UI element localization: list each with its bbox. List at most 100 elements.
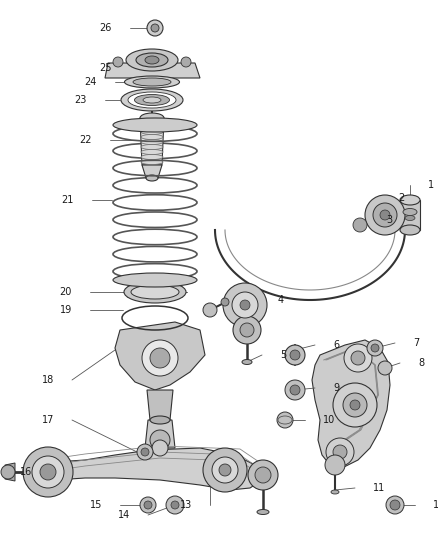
Polygon shape [400, 200, 420, 230]
Ellipse shape [126, 49, 178, 71]
Text: 1: 1 [428, 180, 434, 190]
Text: 26: 26 [99, 23, 112, 33]
Circle shape [203, 303, 217, 317]
Circle shape [152, 440, 168, 456]
Ellipse shape [131, 285, 179, 299]
Circle shape [285, 345, 305, 365]
Text: 14: 14 [118, 510, 130, 520]
Ellipse shape [141, 155, 163, 159]
Circle shape [248, 460, 278, 490]
Circle shape [255, 467, 271, 483]
Ellipse shape [145, 56, 159, 64]
Circle shape [333, 383, 377, 427]
Ellipse shape [136, 53, 168, 67]
Circle shape [171, 501, 179, 509]
Text: 3: 3 [386, 215, 392, 225]
Ellipse shape [134, 94, 170, 106]
Circle shape [378, 361, 392, 375]
Circle shape [290, 350, 300, 360]
Circle shape [166, 496, 184, 514]
Circle shape [113, 57, 123, 67]
Circle shape [232, 292, 258, 318]
Ellipse shape [403, 208, 417, 215]
Text: 17: 17 [42, 415, 54, 425]
Ellipse shape [113, 118, 197, 132]
Polygon shape [147, 390, 173, 420]
Text: 4: 4 [278, 295, 284, 305]
Circle shape [142, 340, 178, 376]
Polygon shape [142, 165, 162, 178]
Circle shape [221, 298, 229, 306]
Polygon shape [105, 63, 200, 78]
Circle shape [1, 465, 15, 479]
Circle shape [386, 496, 404, 514]
Circle shape [181, 57, 191, 67]
Circle shape [351, 351, 365, 365]
Ellipse shape [113, 273, 197, 287]
Circle shape [367, 340, 383, 356]
Circle shape [32, 456, 64, 488]
Circle shape [147, 20, 163, 36]
Ellipse shape [141, 140, 163, 144]
Text: 8: 8 [418, 358, 424, 368]
Circle shape [203, 448, 247, 492]
Circle shape [290, 385, 300, 395]
Ellipse shape [242, 359, 252, 365]
Circle shape [240, 323, 254, 337]
Ellipse shape [121, 89, 183, 111]
Polygon shape [312, 340, 390, 468]
Circle shape [223, 283, 267, 327]
Ellipse shape [141, 125, 163, 130]
Text: 19: 19 [60, 305, 72, 315]
Circle shape [141, 448, 149, 456]
Circle shape [40, 464, 56, 480]
Text: 6: 6 [333, 340, 339, 350]
Polygon shape [115, 322, 205, 390]
Circle shape [350, 400, 360, 410]
Circle shape [140, 497, 156, 513]
Text: 10: 10 [323, 415, 335, 425]
Text: 9: 9 [333, 383, 339, 393]
Text: 15: 15 [90, 500, 102, 510]
Circle shape [325, 455, 345, 475]
Text: 5: 5 [280, 350, 286, 360]
Circle shape [144, 501, 152, 509]
Text: 20: 20 [60, 287, 72, 297]
Circle shape [333, 445, 347, 459]
Text: 21: 21 [62, 195, 74, 205]
Ellipse shape [124, 281, 186, 303]
Ellipse shape [146, 175, 158, 181]
Ellipse shape [141, 144, 163, 149]
Ellipse shape [400, 195, 420, 205]
Ellipse shape [331, 490, 339, 494]
Circle shape [23, 447, 73, 497]
Ellipse shape [257, 510, 269, 514]
Text: 18: 18 [42, 375, 54, 385]
Circle shape [344, 344, 372, 372]
Circle shape [212, 457, 238, 483]
Polygon shape [30, 448, 265, 490]
Ellipse shape [150, 416, 170, 424]
Ellipse shape [141, 130, 163, 134]
Circle shape [373, 203, 397, 227]
Ellipse shape [141, 149, 163, 155]
Text: 22: 22 [80, 135, 92, 145]
Ellipse shape [133, 78, 171, 86]
Circle shape [380, 210, 390, 220]
Ellipse shape [128, 92, 176, 108]
Text: 25: 25 [99, 63, 112, 73]
Text: 12: 12 [433, 500, 438, 510]
Ellipse shape [141, 119, 163, 125]
Circle shape [326, 438, 354, 466]
Text: 13: 13 [180, 500, 192, 510]
Circle shape [353, 218, 367, 232]
Ellipse shape [143, 97, 161, 103]
Circle shape [285, 380, 305, 400]
Ellipse shape [405, 215, 415, 221]
Circle shape [150, 348, 170, 368]
Circle shape [240, 300, 250, 310]
Ellipse shape [141, 134, 163, 140]
Circle shape [365, 195, 405, 235]
Text: 2: 2 [398, 193, 404, 203]
Circle shape [277, 412, 293, 428]
